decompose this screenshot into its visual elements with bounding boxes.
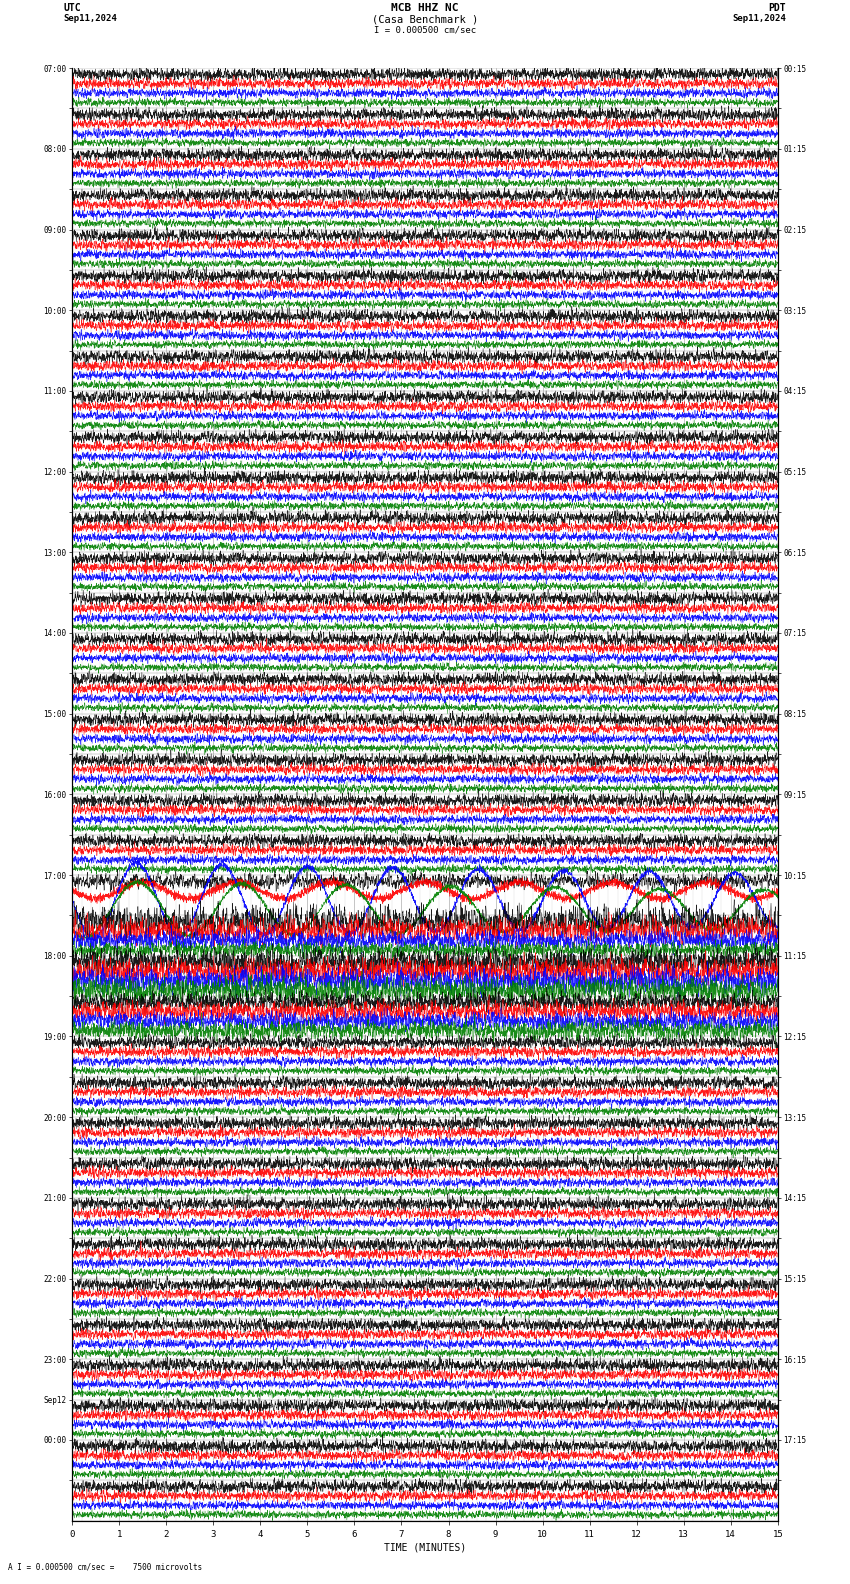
- X-axis label: TIME (MINUTES): TIME (MINUTES): [384, 1543, 466, 1552]
- Text: (Casa Benchmark ): (Casa Benchmark ): [371, 14, 478, 24]
- Text: MCB HHZ NC: MCB HHZ NC: [391, 3, 459, 13]
- Text: A I = 0.000500 cm/sec =    7500 microvolts: A I = 0.000500 cm/sec = 7500 microvolts: [8, 1562, 203, 1571]
- Text: Sep11,2024: Sep11,2024: [733, 14, 786, 24]
- Text: PDT: PDT: [768, 3, 786, 13]
- Text: Sep11,2024: Sep11,2024: [64, 14, 117, 24]
- Text: UTC: UTC: [64, 3, 82, 13]
- Text: I = 0.000500 cm/sec: I = 0.000500 cm/sec: [374, 25, 476, 35]
